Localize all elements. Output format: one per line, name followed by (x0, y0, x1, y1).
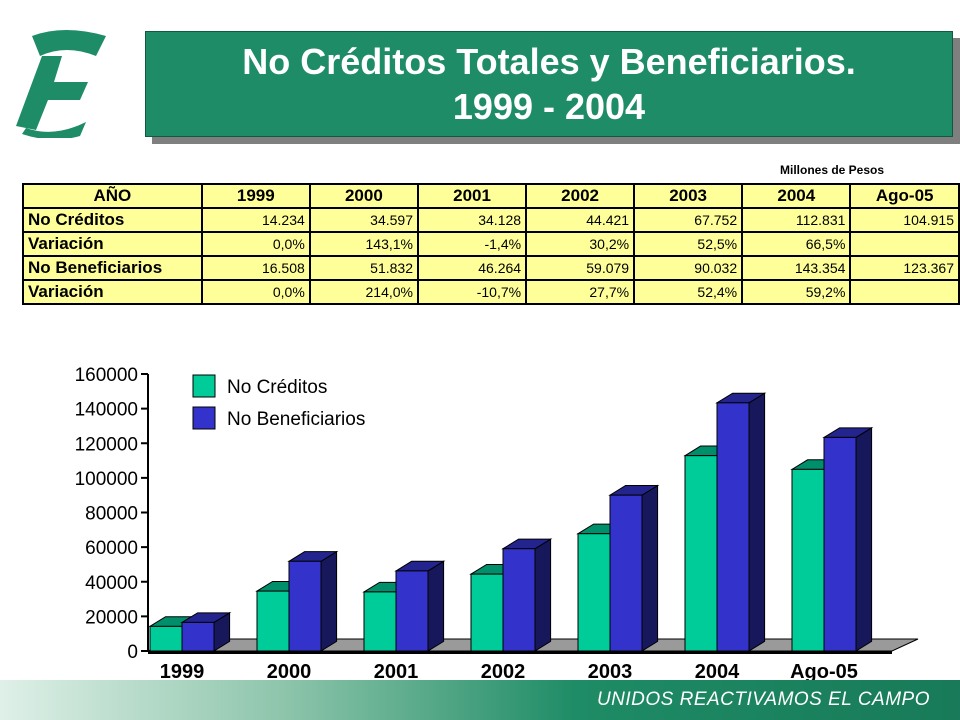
table-cell: 30,2% (525, 231, 636, 257)
table-row: Variación 0,0% 143,1% -1,4% 30,2% 52,5% … (22, 231, 960, 257)
table-cell: 34.597 (308, 207, 419, 233)
table-cell (849, 231, 960, 257)
y-tick-label: 80000 (85, 504, 138, 525)
table-cell: 46.264 (416, 255, 528, 281)
table-header-cell: Ago-05 (849, 183, 960, 209)
y-tick-label: 40000 (85, 573, 138, 594)
bar (149, 625, 183, 652)
bar-side (855, 426, 873, 652)
bar (363, 591, 397, 652)
table-cell: -10,7% (416, 279, 528, 305)
table-row: No Beneficiarios 16.508 51.832 46.264 59… (22, 255, 960, 281)
table-cell: 90.032 (633, 255, 744, 281)
bar-side (641, 484, 659, 652)
legend-label: No Beneficiarios (227, 409, 365, 430)
table-row: No Créditos 14.234 34.597 34.128 44.421 … (22, 207, 960, 233)
y-tick-label: 0 (127, 642, 138, 663)
x-tick-label: 2001 (374, 661, 419, 680)
table-row-label: No Beneficiarios (22, 255, 203, 281)
y-tick-label: 140000 (75, 400, 138, 421)
y-tick-label: 160000 (75, 365, 138, 386)
table-cell: 52,4% (633, 279, 744, 305)
table-row-label: Variación (22, 279, 203, 305)
bar (684, 455, 718, 652)
table-header-cell: 1999 (200, 183, 311, 209)
table-cell: 123.367 (849, 255, 960, 281)
table-cell: 52,5% (633, 231, 744, 257)
x-tick-label: 2003 (588, 661, 633, 680)
table-cell: 143,1% (308, 231, 419, 257)
table-cell: 16.508 (200, 255, 311, 281)
bar (577, 533, 611, 652)
table-cell: 0,0% (200, 279, 311, 305)
chart-floor-edge (148, 651, 892, 654)
bar (716, 402, 750, 652)
table-cell: 34.128 (416, 207, 528, 233)
table-cell: 59,2% (741, 279, 852, 305)
x-tick-label: Ago-05 (790, 661, 858, 680)
table-header-cell: 2003 (633, 183, 744, 209)
title-line-2: 1999 - 2004 (452, 86, 646, 127)
table-header-cell: 2000 (308, 183, 419, 209)
table-cell: 112.831 (741, 207, 852, 233)
title-banner: No Créditos Totales y Beneficiarios. 199… (145, 31, 953, 137)
table-row-label: Variación (22, 231, 203, 257)
bar (256, 590, 290, 652)
table-header-cell: 2004 (741, 183, 852, 209)
unit-note: Millones de Pesos (780, 163, 885, 177)
bar-side (320, 550, 338, 652)
table-row-label: No Créditos (22, 207, 203, 233)
bar (181, 621, 215, 652)
y-tick-label: 120000 (75, 434, 138, 455)
x-tick-label: 1999 (160, 661, 205, 680)
footer-band (0, 680, 960, 720)
table-row: Variación 0,0% 214,0% -10,7% 27,7% 52,4%… (22, 279, 960, 305)
x-tick-label: 2004 (695, 661, 740, 680)
data-table: AÑO 1999 2000 2001 2002 2003 2004 Ago-05… (22, 183, 960, 305)
table-cell: 0,0% (200, 231, 311, 257)
table-cell: 143.354 (741, 255, 852, 281)
legend-swatch (192, 406, 216, 430)
table-cell: 66,5% (741, 231, 852, 257)
table-header-row: AÑO 1999 2000 2001 2002 2003 2004 Ago-05 (22, 183, 960, 209)
bar (791, 468, 825, 652)
x-tick-label: 2002 (481, 661, 526, 680)
legend-swatch (192, 374, 216, 398)
bar (395, 570, 429, 652)
bar (502, 548, 536, 652)
table-cell: 67.752 (633, 207, 744, 233)
table-cell: -1,4% (416, 231, 528, 257)
bar (288, 560, 322, 652)
bar (823, 436, 857, 652)
table-header-cell: 2001 (416, 183, 528, 209)
bar-side (534, 538, 552, 652)
table-cell: 27,7% (525, 279, 636, 305)
table-header-cell: 2002 (525, 183, 636, 209)
table-cell: 214,0% (308, 279, 419, 305)
table-cell (849, 279, 960, 305)
bar-chart: 0 20000 40000 60000 80000 100000 120000 140000 1… (75, 365, 919, 680)
bar-side (427, 560, 445, 652)
table-header-cell: AÑO (22, 183, 203, 209)
x-tick-label: 2000 (267, 661, 312, 680)
footer-slogan: UNIDOS REACTIVAMOS EL CAMPO (596, 689, 930, 710)
y-tick-label: 20000 (85, 607, 138, 628)
y-tick-label: 60000 (85, 538, 138, 559)
legend-label: No Créditos (227, 377, 327, 398)
bar-side (748, 392, 766, 652)
institution-logo (16, 30, 106, 138)
bar (470, 573, 504, 652)
y-tick-label: 100000 (75, 469, 138, 490)
table-cell: 44.421 (525, 207, 636, 233)
title-line-1: No Créditos Totales y Beneficiarios. (242, 41, 856, 82)
table-cell: 14.234 (200, 207, 311, 233)
table-cell: 51.832 (308, 255, 419, 281)
table-cell: 104.915 (849, 207, 960, 233)
bar (609, 494, 643, 652)
table-cell: 59.079 (525, 255, 636, 281)
